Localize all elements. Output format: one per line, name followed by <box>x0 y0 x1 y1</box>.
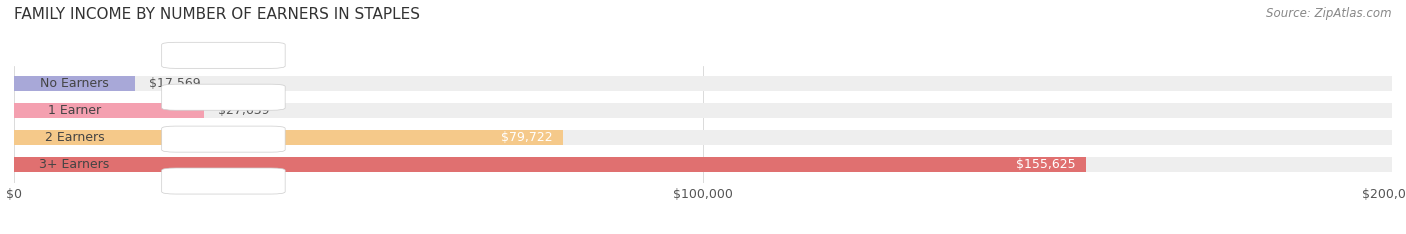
Text: 2 Earners: 2 Earners <box>45 131 104 144</box>
Text: $17,569: $17,569 <box>149 77 201 90</box>
Text: $79,722: $79,722 <box>502 131 553 144</box>
Bar <box>14 157 1087 172</box>
Bar <box>14 76 1392 91</box>
Bar <box>14 130 564 145</box>
Text: $155,625: $155,625 <box>1017 158 1076 171</box>
Bar <box>14 103 1392 118</box>
Text: 3+ Earners: 3+ Earners <box>39 158 110 171</box>
Text: 1 Earner: 1 Earner <box>48 104 101 117</box>
Text: No Earners: No Earners <box>39 77 108 90</box>
Bar <box>14 103 204 118</box>
Text: $27,639: $27,639 <box>218 104 270 117</box>
Bar <box>14 130 1392 145</box>
Bar <box>14 157 1392 172</box>
Text: FAMILY INCOME BY NUMBER OF EARNERS IN STAPLES: FAMILY INCOME BY NUMBER OF EARNERS IN ST… <box>14 7 420 22</box>
Bar <box>14 76 135 91</box>
Text: Source: ZipAtlas.com: Source: ZipAtlas.com <box>1267 7 1392 20</box>
